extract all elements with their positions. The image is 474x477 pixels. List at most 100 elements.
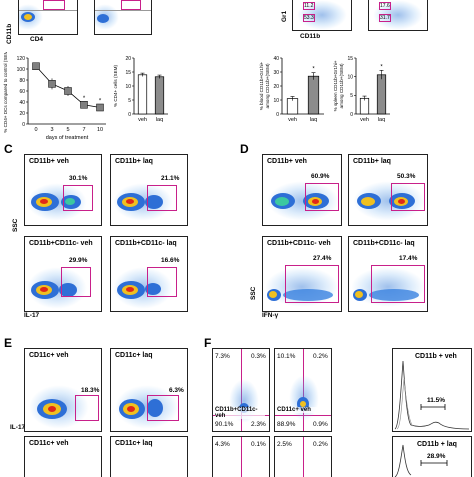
panel-e-plot-1: CD11c+ veh 18.3% <box>24 348 102 432</box>
y-axis-label: among CD11b+(SEM) <box>265 63 270 108</box>
y-tick-label: 60 <box>19 89 25 95</box>
plot-title: CD11b+ veh <box>267 158 307 165</box>
panel-c-plot-2: CD11b+ laq 21.1% <box>110 154 188 226</box>
panel-e-il17-label: IL-17 <box>10 424 26 431</box>
bar-veh <box>137 74 148 115</box>
bar-laq <box>154 76 165 115</box>
x-tick-label: veh <box>288 117 297 123</box>
plot-title: CD11b+CD11c- laq <box>353 240 415 247</box>
significance-star: * <box>380 64 383 70</box>
significance-star: * <box>99 99 102 105</box>
y-tick-label: 10 <box>347 74 353 80</box>
gate-percentage: 50.3% <box>397 173 416 180</box>
y-axis-label: % spleen CD11b+Gr1hi+ <box>333 60 338 111</box>
plot-title: CD11b + veh <box>415 353 457 360</box>
panel-d-ssc-label: SSC <box>250 286 257 300</box>
panel-label-c: C <box>4 142 13 156</box>
gate-percentage: 11.5% <box>427 397 446 404</box>
quadrant-tl: 2.5% <box>277 441 292 448</box>
y-tick-label: 20 <box>273 84 279 90</box>
x-tick-label: veh <box>138 117 147 123</box>
panel-e-plot-4: CD11c+ laq <box>110 436 188 477</box>
y-tick-label: 20 <box>125 56 131 62</box>
panel-f-histogram-1: CD11b + veh 11.5% <box>392 348 472 432</box>
quadrant-tl: 7.3% <box>215 353 230 360</box>
y-tick-label: 15 <box>125 70 131 76</box>
plot-title: CD11c+ laq <box>115 352 153 359</box>
gr1-axis-label: Gr1 <box>281 10 288 22</box>
cd4-axis-label: CD4 <box>30 36 44 43</box>
cd11b-axis-label: CD11b <box>6 23 13 44</box>
cd4-cells-bar-chart: 0 5 10 15 20 veh laq % CD4+ cells (SEM) <box>113 56 168 123</box>
top-right-flow-plot-1: 11.2 53.3 <box>292 0 352 31</box>
y-axis-label: % CD4+ cells (SEM) <box>113 65 118 107</box>
plot-title: CD11b + laq <box>417 441 457 448</box>
quadrant-tr: 0.3% <box>251 353 266 360</box>
y-tick-label: 0 <box>22 122 25 128</box>
data-point <box>32 62 40 70</box>
plot-title: CD11b+CD11c- veh <box>267 240 331 247</box>
panel-f-quadrant-plot-2: 10.1% 0.2% 88.9% 0.9% CD11c+ veh <box>274 348 332 432</box>
panel-c-plot-3: CD11b+CD11c- veh 29.9% <box>24 236 102 312</box>
panel-e-plot-2: CD11c+ laq 6.3% <box>110 348 188 432</box>
quadrant-bl: 90.1% <box>215 421 234 428</box>
top-left-flow-plot-1 <box>18 0 78 35</box>
panel-d-plot-4: CD11b+CD11c- laq 17.4% <box>348 236 428 312</box>
x-tick-label: laq <box>156 117 163 123</box>
bar-veh <box>359 97 370 115</box>
quadrant-br: 2.3% <box>251 421 266 428</box>
gate-percentage: 30.1% <box>69 175 88 182</box>
quadrant-tr: 0.2% <box>313 353 328 360</box>
y-tick-label: 20 <box>19 111 25 117</box>
panel-d-plot-3: CD11b+CD11c- veh 27.4% <box>262 236 342 312</box>
gate-percentage: 60.9% <box>311 173 330 180</box>
blood-cd11b-gr1-bar-chart: 0 10 20 30 40 veh laq * % blood CD11b+Gr1hi+ amon… <box>259 56 324 123</box>
panel-d-ifng-label: IFN-γ <box>262 312 279 319</box>
plot-title: CD11c+ laq <box>115 440 153 447</box>
quadrant-br: 0.9% <box>313 421 328 428</box>
panel-label-f: F <box>204 336 212 350</box>
x-tick-label: veh <box>360 117 369 123</box>
significance-star: * <box>312 67 315 73</box>
plot-title: CD11c+ veh <box>29 440 69 447</box>
panel-f-quadrant-plot-4: 2.5% 0.2% <box>274 436 332 477</box>
gate-percentage: 28.9% <box>427 453 446 460</box>
bar-laq <box>307 75 320 115</box>
panel-c-plot-1: CD11b+ veh 30.1% <box>24 154 102 226</box>
bar-veh <box>286 98 299 115</box>
quadrant-tr: 0.2% <box>313 441 328 448</box>
gate-value-2: 53.3 <box>304 15 314 21</box>
y-tick-label: 0 <box>350 112 353 118</box>
y-tick-label: 40 <box>19 100 25 106</box>
panel-label-d: D <box>240 142 249 156</box>
x-tick-label: laq <box>378 117 385 123</box>
panel-c-plot-4: CD11b+CD11c- laq 16.6% <box>110 236 188 312</box>
spleen-cd11b-gr1-bar-chart: 0 5 10 15 veh laq * % spleen CD11b+Gr1hi+ among … <box>333 56 390 123</box>
plot-title: CD11b+ veh <box>29 158 69 165</box>
panel-f-histogram-2: CD11b + laq 28.9% <box>392 436 472 477</box>
data-point <box>64 87 72 95</box>
plot-title: CD11b+ laq <box>353 158 391 165</box>
x-axis-label: days of treatment <box>46 135 89 141</box>
x-tick-label: 0 <box>34 127 37 133</box>
y-axis-label: among CD11b+(SEM) <box>339 63 344 108</box>
y-tick-label: 80 <box>19 78 25 84</box>
plot-title: CD11c+ veh <box>29 352 69 359</box>
y-tick-label: 10 <box>273 98 279 104</box>
quadrant-tr: 0.1% <box>251 441 266 448</box>
data-point <box>48 80 56 88</box>
panel-f-quadrant-plot-1: 7.3% 0.3% 90.1% 2.3% CD11b+CD11c- veh <box>212 348 270 432</box>
plot-label: CD11c+ veh <box>277 407 317 413</box>
plot-label: CD11b+CD11c- veh <box>215 407 265 419</box>
bar-laq <box>376 74 387 115</box>
y-tick-label: 120 <box>17 56 26 62</box>
gate-percentage: 29.9% <box>69 257 88 264</box>
panel-c-il17-label: IL-17 <box>24 312 40 319</box>
y-tick-label: 5 <box>128 98 131 104</box>
panel-e-plot-3: CD11c+ veh <box>24 436 102 477</box>
panel-d-plot-2: CD11b+ laq 50.3% <box>348 154 428 226</box>
y-axis-label: % blood CD11b+Gr1hi+ <box>259 61 264 110</box>
y-tick-label: 15 <box>347 56 353 62</box>
data-point <box>80 101 88 109</box>
y-tick-label: 0 <box>128 112 131 118</box>
